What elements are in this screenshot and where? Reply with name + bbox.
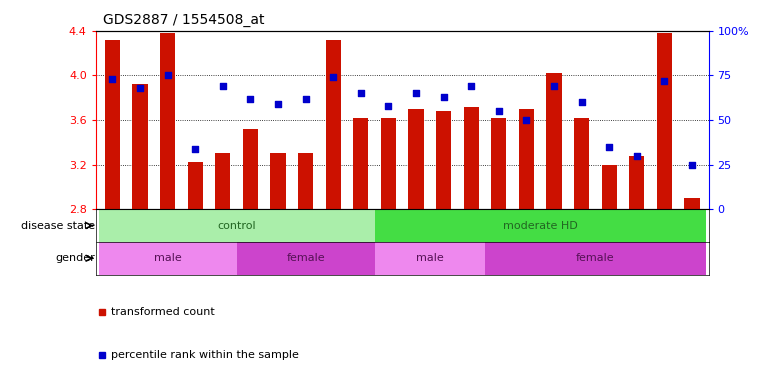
Bar	[408, 109, 424, 209]
Text: disease state: disease state	[21, 220, 95, 231]
Point	[410, 90, 422, 96]
Bar	[436, 111, 451, 209]
Point	[603, 144, 615, 150]
Point	[437, 94, 450, 100]
Bar	[463, 107, 479, 209]
Bar	[519, 109, 534, 209]
Bar	[485, 242, 705, 275]
Bar	[326, 40, 341, 209]
Point	[217, 83, 229, 89]
Bar	[381, 118, 396, 209]
Bar	[574, 118, 589, 209]
Point	[162, 72, 174, 78]
Text: female: female	[286, 253, 325, 263]
Bar	[353, 118, 368, 209]
Point	[134, 85, 146, 91]
Bar	[99, 209, 375, 242]
Bar	[375, 209, 705, 242]
Text: male: male	[154, 253, 182, 263]
Point	[106, 76, 119, 82]
Point	[244, 96, 257, 102]
Bar	[684, 198, 699, 209]
Text: control: control	[218, 220, 256, 231]
Bar	[99, 242, 237, 275]
Text: GDS2887 / 1554508_at: GDS2887 / 1554508_at	[103, 13, 265, 27]
Point	[658, 78, 670, 84]
Bar	[215, 154, 231, 209]
Bar	[160, 33, 175, 209]
Point	[382, 103, 394, 109]
Bar	[375, 242, 485, 275]
Point	[520, 117, 532, 123]
Bar	[298, 154, 313, 209]
Bar	[243, 129, 258, 209]
Point	[189, 146, 201, 152]
Text: percentile rank within the sample: percentile rank within the sample	[111, 350, 299, 360]
Point	[300, 96, 312, 102]
Point	[575, 99, 588, 105]
Text: gender: gender	[55, 253, 95, 263]
Point	[686, 162, 698, 168]
Point	[327, 74, 339, 80]
Point	[355, 90, 367, 96]
Bar	[237, 242, 375, 275]
Bar	[188, 162, 203, 209]
Bar	[656, 33, 672, 209]
Point	[630, 153, 643, 159]
Bar	[491, 118, 506, 209]
Point	[493, 108, 505, 114]
Bar	[133, 84, 148, 209]
Text: transformed count: transformed count	[111, 307, 214, 317]
Point	[548, 83, 560, 89]
Bar	[601, 165, 617, 209]
Text: moderate HD: moderate HD	[502, 220, 578, 231]
Point	[272, 101, 284, 107]
Bar	[546, 73, 561, 209]
Text: male: male	[416, 253, 444, 263]
Bar	[270, 154, 286, 209]
Bar	[629, 156, 644, 209]
Bar	[105, 40, 120, 209]
Point	[465, 83, 477, 89]
Text: female: female	[576, 253, 614, 263]
